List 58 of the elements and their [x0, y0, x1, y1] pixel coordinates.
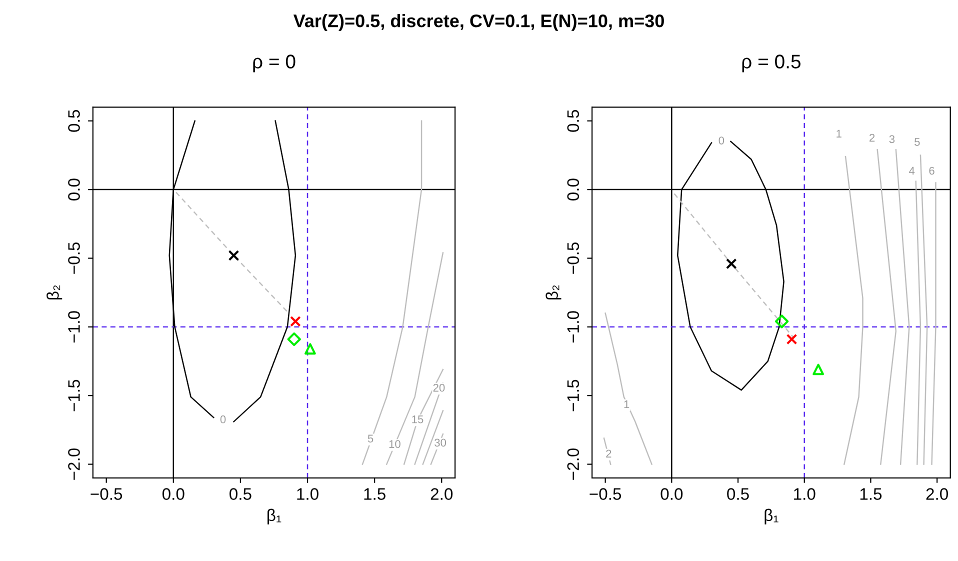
annotation: 15: [412, 416, 424, 424]
y-axis-title: β₂: [546, 285, 562, 300]
annotation: 4: [909, 166, 915, 175]
text: Var(Z)=0.5, discrete, CV=0.1, E(N)=10, m=30: [293, 14, 664, 31]
x-tick-label: 2.0: [430, 488, 453, 500]
annotation: 3: [889, 135, 895, 144]
point: [228, 250, 240, 261]
x-tick-label: 2.0: [926, 488, 948, 500]
y-tick-label: −2.0: [68, 448, 80, 480]
x-tick-label: 1.0: [297, 488, 318, 500]
x-tick-label: −0.5: [590, 488, 622, 500]
y-tick-label: 0.0: [68, 178, 80, 200]
x-tick-label: 0.5: [727, 488, 749, 500]
y-tick-label: −0.5: [567, 242, 580, 274]
point: [304, 343, 316, 355]
annotation: 6: [929, 166, 934, 175]
annotation: 10: [389, 440, 400, 448]
y-tick-label: 0.5: [567, 110, 580, 132]
annotation: 5: [368, 434, 374, 442]
annotation: 2: [870, 134, 875, 142]
y-tick-label: 0.5: [68, 110, 80, 132]
y-tick-label: −1.5: [68, 380, 80, 412]
annotation: 1: [836, 130, 842, 138]
point: [774, 314, 789, 328]
annotation: 0: [718, 136, 724, 144]
point: [812, 364, 824, 376]
x-tick-label: 1.5: [860, 488, 882, 500]
y-axis-title: β₂: [46, 285, 62, 300]
x-tick-label: 0.0: [660, 488, 683, 500]
point: [786, 334, 798, 345]
x-axis-title: β₁: [764, 508, 778, 524]
line-series: [386, 252, 444, 465]
chart-title: ρ = 0.5: [742, 54, 800, 72]
x-tick-label: 0.5: [230, 488, 252, 500]
annotation: 30: [434, 438, 446, 447]
y-tick-label: −1.5: [567, 380, 580, 412]
line-series: [844, 156, 864, 465]
point: [290, 316, 301, 327]
x-tick-label: 0.0: [162, 488, 184, 500]
annotation: 20: [433, 384, 445, 392]
y-tick-label: −1.0: [68, 311, 80, 343]
y-tick-label: 0.0: [567, 178, 580, 200]
y-tick-label: −0.5: [68, 242, 80, 274]
x-axis-title: β₁: [268, 508, 282, 524]
y-tick-label: −2.0: [567, 448, 580, 480]
annotation: 1: [624, 400, 630, 408]
y-tick-label: −1.0: [567, 311, 580, 343]
line-series: [604, 312, 652, 465]
point: [287, 332, 301, 346]
line-series: [362, 120, 422, 465]
annotation: 5: [914, 138, 920, 146]
x-tick-label: 1.0: [794, 488, 816, 500]
annotation: 2: [606, 450, 612, 458]
chart-title: ρ = 0: [253, 54, 296, 72]
x-tick-label: −0.5: [90, 488, 122, 500]
annotation: 0: [220, 415, 226, 424]
point: [726, 258, 737, 270]
x-tick-label: 1.5: [364, 488, 386, 500]
